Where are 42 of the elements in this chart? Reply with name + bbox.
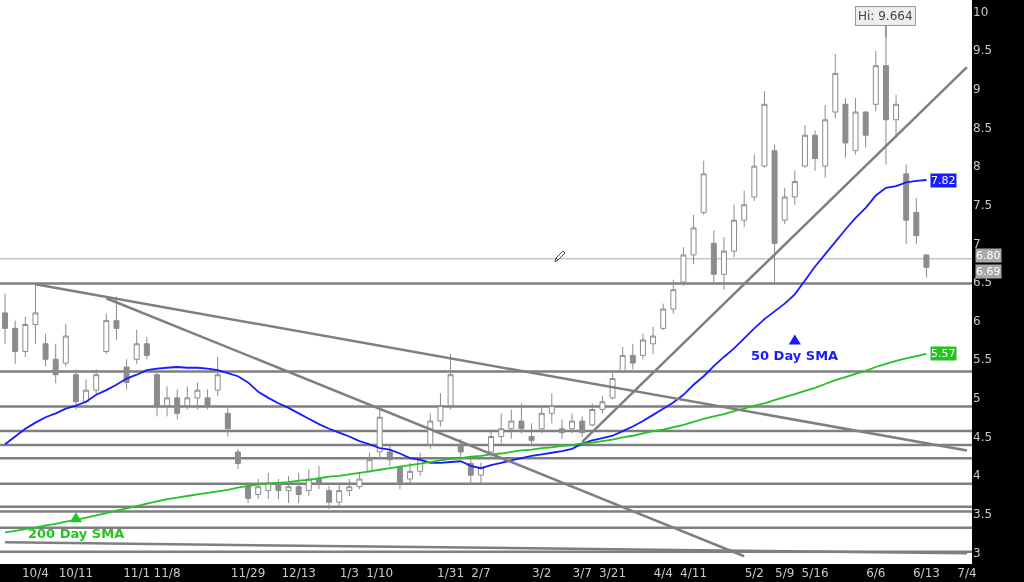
x-tick-label: 3/2: [532, 566, 552, 580]
x-tick-label: 6/6: [866, 566, 886, 580]
data-label: 7.82: [931, 174, 956, 187]
y-tick-label: 10: [973, 4, 989, 19]
x-tick-label: 1/31: [437, 566, 465, 580]
x-tick-label: 7/4: [957, 566, 977, 580]
y-tick-label: 9: [973, 82, 981, 97]
x-tick-label: 4/4: [653, 566, 673, 580]
y-tick-label: 7.5: [973, 197, 993, 212]
text: 6.69: [976, 265, 1001, 278]
x-tick-label: 11/29: [230, 566, 266, 580]
x-tick-label: 5/9: [775, 566, 795, 580]
x-tick-label: 4/11: [680, 566, 708, 580]
data-label: 5.57: [931, 347, 956, 360]
y-tick-label: 4.5: [973, 429, 993, 444]
x-tick-label: 1/10: [366, 566, 394, 580]
y-tick-label: 8: [973, 159, 981, 174]
y-tick-label: 3: [973, 545, 981, 560]
y-tick-label: 8.5: [973, 120, 993, 135]
x-tick-label: 3/21: [599, 566, 627, 580]
y-tick-label: 7: [973, 236, 981, 251]
y-tick-label: 6: [973, 313, 981, 328]
annotation: Hi: 9.664: [858, 9, 913, 23]
x-tick-label: 5/16: [801, 566, 829, 580]
x-tick-label: 5/2: [744, 566, 764, 580]
x-tick-label: 6/13: [912, 566, 940, 580]
x-tick-label: 1/3: [339, 566, 359, 580]
x-tick-label: 10/4: [21, 566, 49, 580]
y-tick-label: 9.5: [973, 43, 993, 58]
y-tick-label: 4: [973, 468, 981, 483]
x-tick-label: 11/8: [153, 566, 181, 580]
y-tick-label: 5: [973, 391, 981, 406]
x-tick-label: 2/7: [471, 566, 491, 580]
ref-line-label: 6.80: [976, 249, 1001, 262]
series-label: 200 Day SMA: [28, 526, 125, 541]
x-tick-label: 3/7: [572, 566, 592, 580]
legend-label: 50 Day SMA: [751, 348, 839, 363]
y-tick-label: 5.5: [973, 352, 993, 367]
x-tick-label: 10/11: [58, 566, 94, 580]
x-tick-label: 11/1: [123, 566, 151, 580]
y-tick-label: 3.5: [973, 506, 993, 521]
x-tick-label: 12/13: [281, 566, 316, 580]
